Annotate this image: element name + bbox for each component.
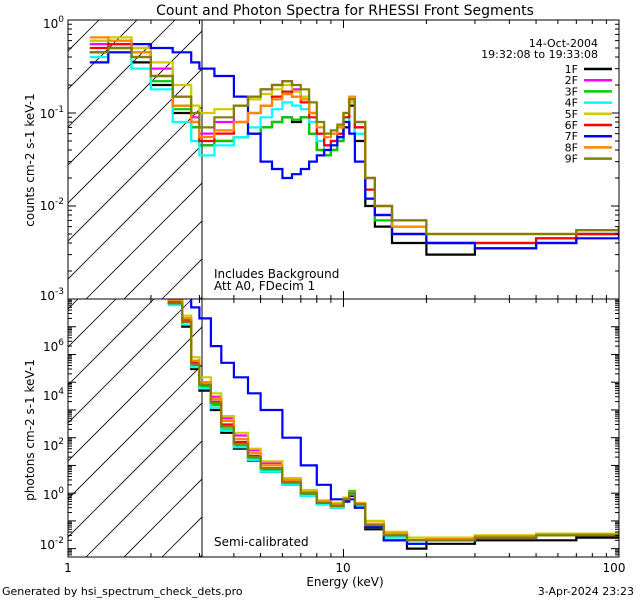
legend-label-6F: 6F — [565, 119, 578, 132]
top-y-axis-label: counts cm-2 s-1 keV-1 — [23, 93, 37, 226]
photon-series-1F — [167, 302, 619, 550]
hatch-line — [68, 299, 193, 424]
hatch-line — [68, 299, 117, 348]
photon-series-5F — [167, 299, 619, 539]
legend-label-2F: 2F — [565, 74, 578, 87]
hatch-line — [123, 478, 202, 557]
legend-label-7F: 7F — [565, 130, 578, 143]
top-ytick-0.1: 10-1 — [40, 105, 64, 121]
bottom-ytick-1e4: 104 — [43, 387, 64, 403]
legend-label-8F: 8F — [565, 141, 578, 154]
count-series-9F — [89, 46, 619, 236]
hatch-line — [238, 20, 517, 299]
top-ytick-0.001: 10-3 — [40, 287, 64, 303]
hatch-line — [68, 402, 202, 538]
hatch-line — [68, 326, 202, 462]
photon-series-8F — [167, 299, 619, 542]
hatch-line — [68, 20, 176, 128]
footer-generated-by: Generated by hsi_spectrum_check_dets.pro — [2, 585, 243, 598]
x-axis-label: Energy (keV) — [306, 575, 383, 589]
legend-label-5F: 5F — [565, 108, 578, 121]
hatch-region-top — [0, 20, 640, 299]
annotation-background: Includes Background — [214, 267, 339, 281]
bottom-ytick-1e-2: 10-2 — [40, 536, 64, 552]
legend-label-4F: 4F — [565, 97, 578, 110]
axis-ticks — [67, 19, 620, 558]
xtick-100: 100 — [603, 561, 626, 575]
hatch-line — [68, 30, 202, 166]
photon-series-7F — [190, 299, 619, 545]
hatch-line — [85, 182, 202, 299]
bottom-ytick-1e6: 106 — [43, 338, 64, 354]
hatch-line — [0, 20, 23, 299]
photon-series-4F — [167, 304, 619, 545]
hatch-line — [314, 299, 572, 557]
hatch-line — [390, 299, 640, 557]
hatch-line — [68, 106, 202, 242]
hatch-line — [68, 299, 155, 386]
observation-date: 14-Oct-2004 — [529, 37, 598, 50]
legend-label-1F: 1F — [565, 63, 578, 76]
observation-time-range: 19:32:08 to 19:33:08 — [481, 48, 598, 61]
top-series-group — [89, 36, 619, 256]
annotation-attenuator: Att A0, FDecim 1 — [214, 279, 315, 293]
hatch-line — [238, 299, 496, 557]
annotation-semi-calibrated: Semi-calibrated — [214, 535, 309, 549]
photon-series-3F — [167, 300, 619, 542]
hatch-line — [199, 296, 202, 299]
hatch-line — [68, 68, 202, 204]
hatch-line — [85, 440, 202, 557]
xtick-1: 1 — [64, 561, 72, 575]
footer-date: 3-Apr-2024 23:23 — [538, 585, 634, 598]
bottom-plot-frame — [67, 298, 620, 558]
bottom-ytick-1e2: 102 — [43, 437, 64, 453]
chart-title: Count and Photon Spectra for RHESSI Fron… — [156, 3, 534, 19]
hatch-line — [68, 364, 202, 500]
hatch-line — [161, 258, 202, 299]
hatch-line — [0, 299, 2, 557]
hatch-line — [68, 20, 100, 52]
photon-series-9F — [167, 302, 619, 542]
hatch-line — [466, 299, 640, 557]
bottom-series-group — [167, 299, 619, 550]
top-ytick-0.01: 10-2 — [40, 197, 64, 213]
bottom-ytick-1e0: 100 — [43, 486, 64, 502]
legend-label-3F: 3F — [565, 85, 578, 98]
legend-label-9F: 9F — [565, 153, 578, 166]
hatch-line — [123, 220, 202, 299]
xtick-10: 10 — [335, 561, 350, 575]
photon-series-6F — [167, 300, 619, 542]
hatch-line — [352, 299, 610, 557]
photon-series-2F — [167, 299, 619, 542]
hatch-line — [466, 20, 640, 299]
hatch-line — [428, 299, 640, 557]
hatch-line — [199, 554, 202, 557]
hatch-line — [68, 144, 202, 280]
hatch-line — [68, 20, 138, 90]
count-series-7F — [89, 43, 619, 250]
top-ytick-1: 100 — [43, 15, 64, 31]
hatch-line — [161, 516, 202, 557]
hatch-region-bottom — [0, 299, 640, 557]
hatch-line — [68, 299, 79, 310]
bottom-y-axis-label: photons cm-2 s-1 keV-1 — [23, 359, 37, 501]
hatch-line — [276, 299, 534, 557]
